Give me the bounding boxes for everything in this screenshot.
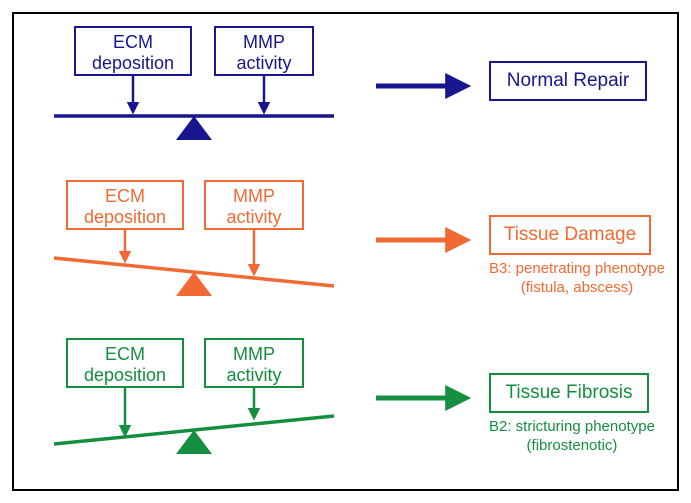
- outcome-box-fibrosis: Tissue Fibrosis: [489, 373, 649, 413]
- row-damage: ECMdepositionMMPactivity Tissue Damage B3:…: [14, 170, 677, 320]
- diagram-frame: ECMdepositionMMPactivityNormal RepairECM…: [0, 0, 691, 503]
- fulcrum-icon: [176, 430, 212, 454]
- subnote-line2: (fistula, abscess): [489, 279, 665, 298]
- leads-to-arrow-icon: [374, 383, 474, 413]
- fulcrum-icon: [176, 116, 212, 140]
- outcome-box-normal: Normal Repair: [489, 61, 647, 101]
- subnote-line1: B3: penetrating phenotype: [489, 260, 665, 279]
- row-normal: ECMdepositionMMPactivity Normal Repair: [14, 16, 677, 166]
- subnote-line1: B2: stricturing phenotype: [489, 418, 655, 437]
- row-fibrosis: ECMdepositionMMPactivity Tissue Fibrosis B…: [14, 328, 677, 478]
- seesaw-svg: [44, 26, 354, 156]
- seesaw-normal: ECMdepositionMMPactivity: [44, 26, 354, 156]
- subnote-damage: B3: penetrating phenotype(fistula, absce…: [489, 260, 665, 298]
- outcome-box-damage: Tissue Damage: [489, 215, 651, 255]
- seesaw-damage: ECMdepositionMMPactivity: [44, 180, 354, 310]
- subnote-line2: (fibrostenotic): [489, 437, 655, 456]
- leads-to-arrow-icon: [374, 225, 474, 255]
- subnote-fibrosis: B2: stricturing phenotype(fibrostenotic): [489, 418, 655, 456]
- seesaw-fibrosis: ECMdepositionMMPactivity: [44, 338, 354, 468]
- seesaw-svg: [44, 338, 354, 468]
- leads-to-arrow-icon: [374, 71, 474, 101]
- seesaw-svg: [44, 180, 354, 310]
- fulcrum-icon: [176, 272, 212, 296]
